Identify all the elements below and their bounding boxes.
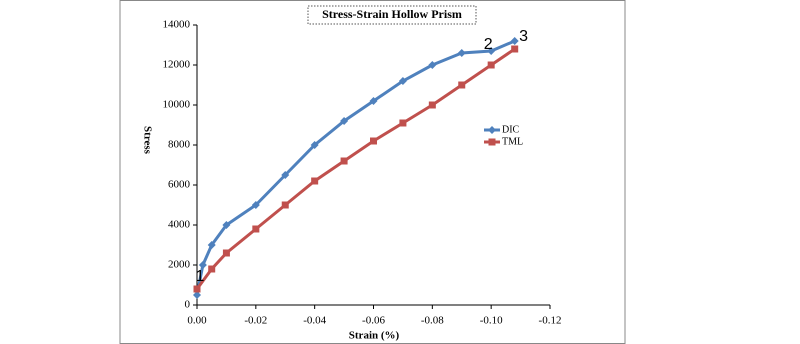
- data-point: [311, 177, 319, 185]
- data-point: [193, 285, 201, 293]
- data-point: [198, 261, 207, 269]
- data-point: [457, 49, 466, 57]
- data-point: [281, 201, 289, 209]
- data-point: [310, 141, 319, 149]
- y-tick-label: 0: [185, 299, 191, 311]
- y-axis-label: Stress: [141, 126, 153, 155]
- legend-marker: [488, 138, 496, 146]
- data-point: [510, 37, 519, 45]
- data-point: [487, 61, 495, 69]
- chart-title: Stress-Strain Hollow Prism: [322, 7, 462, 21]
- legend-marker: [488, 126, 496, 134]
- data-point: [458, 81, 466, 89]
- annotation: 2: [484, 36, 493, 53]
- x-tick-label: 0.00: [187, 315, 207, 327]
- data-point: [281, 171, 290, 179]
- data-point: [487, 47, 496, 55]
- data-point: [399, 119, 407, 127]
- x-tick-label: -0.12: [539, 315, 562, 327]
- data-point: [511, 45, 519, 53]
- x-tick-label: -0.10: [480, 315, 503, 327]
- annotation: 3: [519, 28, 528, 45]
- data-point: [222, 249, 230, 257]
- data-point: [340, 157, 348, 165]
- data-point: [428, 61, 437, 69]
- data-point: [193, 291, 201, 299]
- y-tick-label: 12000: [163, 59, 191, 71]
- legend-label: DIC: [502, 124, 520, 135]
- data-point: [208, 265, 216, 273]
- x-tick-label: -0.04: [303, 315, 326, 327]
- annotation: 1: [195, 268, 204, 285]
- data-point: [207, 241, 216, 249]
- data-point: [398, 77, 407, 85]
- y-tick-label: 8000: [168, 139, 191, 151]
- y-tick-label: 10000: [163, 99, 191, 111]
- x-tick-label: -0.02: [244, 315, 267, 327]
- y-tick-label: 4000: [168, 219, 191, 231]
- y-tick-label: 14000: [163, 19, 191, 31]
- x-tick-label: -0.06: [362, 315, 385, 327]
- chart-border: [119, 0, 626, 344]
- x-tick-label: -0.08: [421, 315, 444, 327]
- y-tick-label: 2000: [168, 259, 191, 271]
- y-tick-label: 6000: [168, 179, 191, 191]
- data-point: [251, 201, 260, 209]
- legend-label: TML: [502, 136, 523, 147]
- data-point: [428, 101, 436, 109]
- data-point: [369, 97, 378, 105]
- data-point: [370, 137, 377, 145]
- title-box: [307, 5, 477, 25]
- x-axis-label: Strain (%): [349, 330, 400, 342]
- data-point: [252, 225, 260, 233]
- data-point: [340, 117, 349, 125]
- series-line: [195, 39, 516, 296]
- data-point: [222, 221, 231, 229]
